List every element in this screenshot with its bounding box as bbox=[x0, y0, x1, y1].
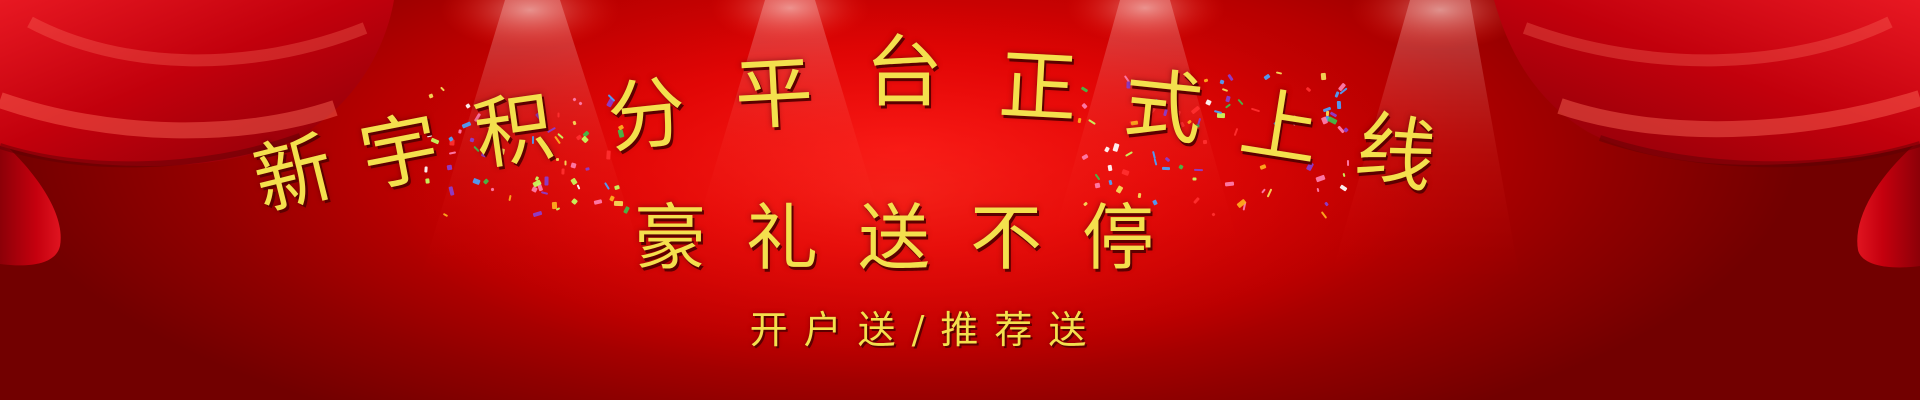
left-curtain-swag bbox=[0, 0, 394, 167]
title-char: 线 bbox=[1348, 100, 1444, 206]
banner-tagline: 开户送/推荐送 bbox=[749, 308, 1103, 352]
title-char: 宇 bbox=[353, 101, 447, 205]
spotlight-beam bbox=[690, 0, 890, 250]
title-char: 新 bbox=[245, 121, 343, 229]
spotlight-glow bbox=[710, 0, 870, 44]
left-curtain-fold bbox=[0, 92, 338, 139]
title-char: 正 bbox=[996, 41, 1080, 135]
title-char: 平 bbox=[732, 48, 816, 142]
title-char: 式 bbox=[1119, 59, 1207, 157]
right-curtain-shadow bbox=[1599, 135, 1920, 168]
banner-subtitle: 豪礼送不停 bbox=[633, 196, 1195, 280]
left-curtain-fold bbox=[27, 16, 368, 67]
right-curtain-swag bbox=[1494, 0, 1920, 165]
right-curtain-fold bbox=[1557, 90, 1920, 138]
spotlight-glow bbox=[1065, 0, 1225, 44]
left-curtain-drape bbox=[0, 140, 61, 266]
right-curtain-drape bbox=[1857, 140, 1920, 268]
title-char: 上 bbox=[1234, 77, 1326, 179]
right-curtain-fold bbox=[1522, 16, 1893, 67]
spotlight-beam bbox=[1330, 0, 1520, 280]
spotlight-glow bbox=[1350, 0, 1530, 50]
left-curtain bbox=[0, 0, 394, 266]
left-curtain-shadow bbox=[0, 133, 302, 168]
title-char: 分 bbox=[603, 67, 691, 165]
right-curtain bbox=[1494, 0, 1920, 268]
title-char: 积 bbox=[469, 82, 559, 182]
spotlight-glow bbox=[440, 0, 620, 50]
spotlight-beam bbox=[420, 0, 650, 280]
title-char: 台 bbox=[864, 28, 943, 118]
